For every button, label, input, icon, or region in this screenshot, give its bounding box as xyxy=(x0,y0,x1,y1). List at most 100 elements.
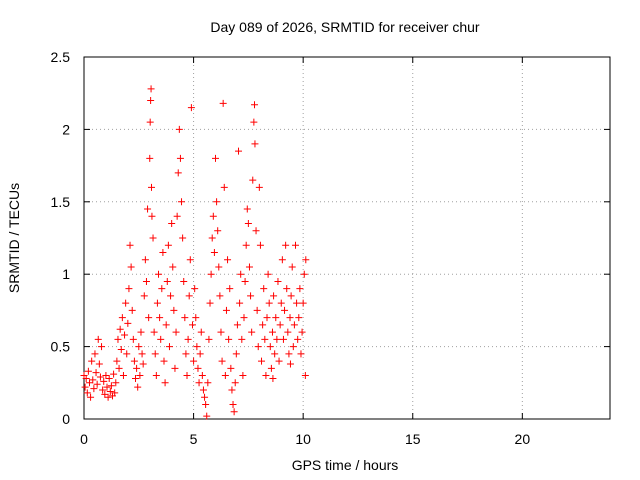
data-point xyxy=(172,328,180,336)
data-point xyxy=(236,299,244,307)
data-point xyxy=(150,328,158,336)
data-point xyxy=(238,335,246,343)
data-point xyxy=(249,176,257,184)
data-point xyxy=(228,386,236,394)
y-axis-title: SRMTID / TECUs xyxy=(6,183,22,293)
data-point xyxy=(252,227,260,235)
data-point xyxy=(185,292,193,300)
data-point xyxy=(244,220,252,228)
data-point xyxy=(188,321,196,329)
data-point xyxy=(191,285,199,293)
tick-layer: 0 0.5 1 1.5 2 2.5 0 5 10 15 20 xyxy=(51,49,610,447)
data-point xyxy=(300,270,308,278)
data-point xyxy=(168,220,176,228)
data-point xyxy=(165,343,173,351)
data-point xyxy=(201,393,209,401)
data-point xyxy=(225,335,233,343)
data-point xyxy=(92,369,100,377)
data-point xyxy=(199,386,207,394)
data-point xyxy=(213,198,221,206)
y-tick-label: 1.5 xyxy=(51,194,71,210)
data-point xyxy=(253,306,261,314)
data-point xyxy=(217,328,225,336)
data-point xyxy=(123,350,131,358)
data-point xyxy=(91,350,99,358)
data-point xyxy=(155,270,163,278)
data-point xyxy=(186,256,194,264)
y-tick-label: 0 xyxy=(62,411,70,427)
data-point xyxy=(145,314,153,322)
data-point xyxy=(256,241,264,249)
data-point xyxy=(251,101,259,109)
data-point xyxy=(267,364,275,372)
data-point xyxy=(265,299,273,307)
x-tick-label: 0 xyxy=(80,431,88,447)
data-point xyxy=(89,376,97,384)
data-point xyxy=(174,169,182,177)
data-point xyxy=(175,125,183,133)
data-point xyxy=(288,263,296,271)
data-point xyxy=(105,374,113,382)
data-point xyxy=(87,393,95,401)
data-point xyxy=(94,335,102,343)
data-point xyxy=(118,314,126,322)
x-tick-label: 15 xyxy=(405,431,421,447)
data-point xyxy=(176,154,184,162)
data-point xyxy=(214,227,222,235)
data-point xyxy=(149,234,157,242)
data-point xyxy=(159,248,167,256)
data-point xyxy=(196,350,204,358)
data-point xyxy=(184,335,192,343)
data-point xyxy=(270,292,278,300)
x-tick-label: 20 xyxy=(515,431,531,447)
data-point xyxy=(202,401,210,409)
data-point xyxy=(85,379,93,387)
data-point xyxy=(121,331,129,339)
data-point xyxy=(139,360,147,368)
data-point xyxy=(222,306,230,314)
data-point xyxy=(231,379,239,387)
data-point xyxy=(295,314,303,322)
data-point xyxy=(182,350,190,358)
data-point xyxy=(128,306,136,314)
data-point xyxy=(147,96,155,104)
data-point xyxy=(124,319,132,327)
data-point xyxy=(115,364,123,372)
data-point xyxy=(153,299,161,307)
data-point xyxy=(243,205,251,213)
data-point xyxy=(284,328,292,336)
y-tick-label: 2.5 xyxy=(51,49,71,65)
data-point xyxy=(173,212,181,220)
data-point xyxy=(215,263,223,271)
data-point xyxy=(277,299,285,307)
data-point xyxy=(289,343,297,351)
data-point xyxy=(268,328,276,336)
data-point xyxy=(296,285,304,293)
data-point xyxy=(156,314,164,322)
data-point xyxy=(104,393,112,401)
data-point xyxy=(181,314,189,322)
data-point xyxy=(224,256,232,264)
data-point xyxy=(146,118,154,126)
data-point xyxy=(250,118,258,126)
data-point xyxy=(226,285,234,293)
data-point xyxy=(230,408,238,416)
data-point xyxy=(274,277,282,285)
data-point xyxy=(282,241,290,249)
data-point xyxy=(281,306,289,314)
data-point xyxy=(261,335,269,343)
data-point xyxy=(169,263,177,271)
data-point xyxy=(278,256,286,264)
data-point xyxy=(255,183,263,191)
data-point xyxy=(82,374,90,382)
data-point xyxy=(297,350,305,358)
data-point xyxy=(271,350,279,358)
data-point xyxy=(95,360,103,368)
data-point xyxy=(293,299,301,307)
data-point xyxy=(245,263,253,271)
data-point xyxy=(219,99,227,107)
data-point xyxy=(235,147,243,155)
data-point xyxy=(147,85,155,93)
data-point xyxy=(113,357,121,365)
